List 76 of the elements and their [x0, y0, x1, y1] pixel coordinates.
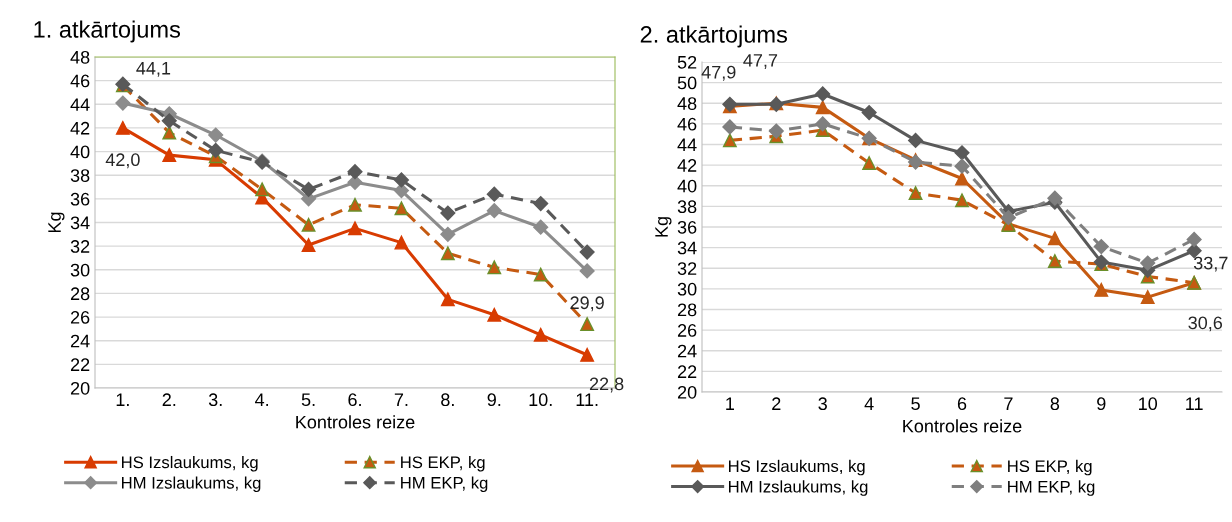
x-tick-label: 4.	[255, 393, 269, 406]
x-tick-label: 2.	[162, 393, 176, 406]
y-tick-label: 50	[677, 76, 697, 90]
x-tick-label: 11.	[576, 393, 598, 406]
y-tick-label: 28	[677, 303, 697, 317]
y-tick-label: 42	[70, 121, 90, 135]
x-tick-label: 7.	[394, 393, 408, 406]
y-tick-label: 48	[70, 50, 90, 64]
y-tick-label: 44	[70, 98, 90, 111]
y-tick-label: 46	[677, 117, 697, 131]
y-tick-label: 28	[70, 287, 90, 301]
y-tick-label: 24	[70, 334, 90, 348]
x-axis-title: Kontroles reize	[296, 415, 415, 429]
y-tick-label: 22	[677, 365, 697, 378]
x-tick-label: 3.	[208, 393, 222, 407]
y-tick-label: 24	[677, 344, 697, 358]
x-tick-label: 1.	[116, 393, 129, 406]
x-tick-label: 9.	[487, 393, 501, 407]
x-axis-title: Kontroles reize	[903, 419, 1022, 433]
legend-label: HM EKP, kg	[1008, 480, 1095, 496]
x-tick-label: 10.	[529, 393, 552, 407]
x-tick-label: 7	[1004, 397, 1013, 410]
legend-label: HM Izslaukums, kg	[122, 476, 261, 493]
chart-title: 2. atkārtojums	[640, 25, 788, 48]
y-tick-label: 30	[70, 263, 90, 277]
y-tick-label: 26	[70, 311, 90, 324]
annotation: 30,6	[1188, 316, 1223, 332]
x-tick-label: 8.	[441, 393, 454, 407]
legend-label: HM Izslaukums, kg	[729, 480, 868, 496]
y-tick-label: 38	[677, 200, 697, 214]
y-tick-label: 26	[677, 324, 697, 337]
y-tick-label: 30	[677, 282, 697, 296]
annotation: 22,8	[589, 377, 624, 393]
legend-label: HS EKP, kg	[1008, 459, 1092, 476]
y-tick-label: 34	[677, 241, 697, 255]
x-tick-label: 6	[957, 397, 967, 411]
y-tick-label: 20	[70, 381, 90, 395]
y-tick-label: 34	[70, 216, 90, 230]
x-tick-label: 6.	[348, 393, 361, 407]
legend-label: HS Izslaukums, kg	[729, 459, 865, 476]
y-tick-label: 32	[677, 262, 697, 275]
annotation: 42,0	[105, 153, 140, 169]
x-tick-label: 5.	[301, 393, 315, 407]
legend-label: HM EKP, kg	[401, 476, 488, 493]
y-axis-title: Kg	[655, 217, 672, 237]
y-tick-label: 38	[70, 169, 90, 182]
y-tick-label: 42	[677, 159, 697, 172]
y-tick-label: 40	[70, 145, 90, 159]
y-tick-label: 36	[677, 220, 697, 234]
annotation: 44,1	[136, 62, 171, 77]
legend-label: HS EKP, kg	[401, 455, 485, 472]
annotation: 33,7	[1193, 256, 1228, 272]
x-tick-label: 1	[726, 397, 734, 410]
x-tick-label: 9	[1097, 397, 1106, 411]
y-tick-label: 46	[70, 74, 90, 88]
y-tick-label: 48	[677, 97, 697, 110]
y-tick-label: 32	[70, 240, 90, 253]
y-tick-label: 44	[677, 138, 697, 152]
x-tick-label: 2	[772, 397, 781, 410]
x-tick-label: 8	[1050, 397, 1060, 411]
y-tick-label: 22	[70, 358, 90, 371]
chart-title: 1. atkārtojums	[34, 20, 181, 43]
annotation: 47,9	[701, 65, 736, 81]
annotation: 29,9	[570, 296, 604, 312]
y-axis-title: Kg	[48, 212, 65, 233]
legend-label: HS Izslaukums, kg	[122, 455, 258, 472]
annotation: 47,7	[743, 54, 778, 69]
x-tick-label: 3	[818, 397, 827, 411]
x-tick-label: 10	[1139, 397, 1158, 411]
y-tick-label: 40	[677, 179, 697, 193]
y-tick-label: 20	[677, 385, 697, 399]
x-tick-label: 4	[864, 397, 874, 410]
y-tick-label: 52	[677, 55, 697, 69]
y-tick-label: 36	[70, 192, 90, 206]
x-tick-label: 11	[1186, 397, 1203, 410]
x-tick-label: 5	[911, 397, 920, 411]
